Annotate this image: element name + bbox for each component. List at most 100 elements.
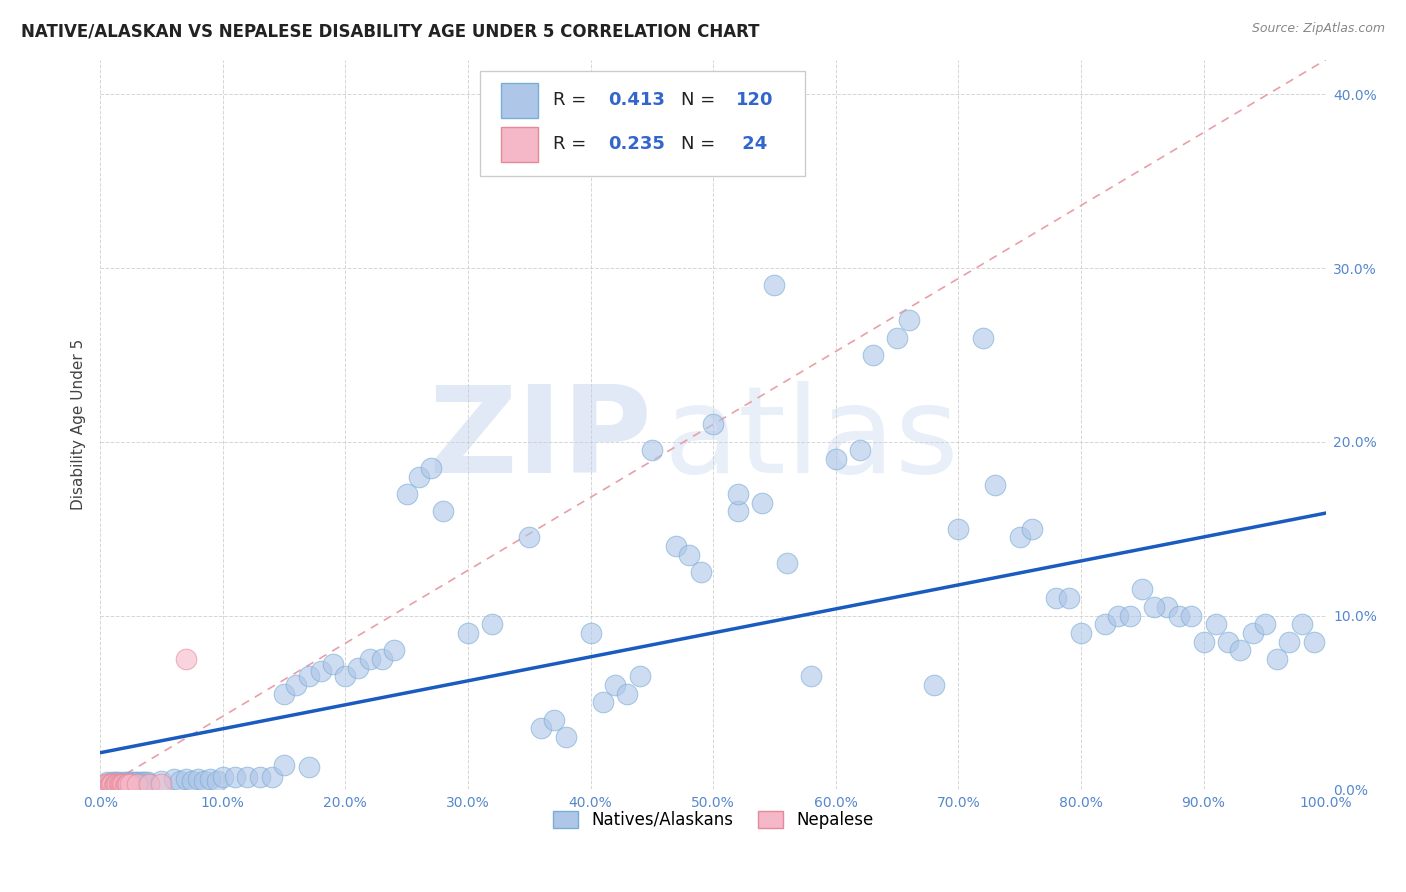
Point <box>97 779 120 793</box>
Point <box>129 775 152 789</box>
Text: 120: 120 <box>737 92 773 110</box>
Point <box>628 669 651 683</box>
Point <box>105 775 128 789</box>
Point <box>727 504 749 518</box>
Text: R =: R = <box>553 136 592 153</box>
Point <box>800 669 823 683</box>
Point <box>1291 617 1313 632</box>
Point <box>862 348 884 362</box>
Point <box>641 443 664 458</box>
Point <box>530 722 553 736</box>
Point <box>224 770 246 784</box>
Point <box>181 773 204 788</box>
Text: R =: R = <box>553 92 592 110</box>
Point <box>309 664 332 678</box>
Point <box>776 557 799 571</box>
Point <box>127 775 149 789</box>
FancyBboxPatch shape <box>501 127 538 161</box>
Point <box>1045 591 1067 606</box>
Point <box>124 777 146 791</box>
Point <box>200 772 222 786</box>
Point <box>128 777 150 791</box>
Point <box>125 777 148 791</box>
Point <box>115 777 138 791</box>
Point <box>117 777 139 791</box>
Point <box>1180 608 1202 623</box>
Point <box>97 777 120 791</box>
Point <box>174 652 197 666</box>
Point <box>103 779 125 793</box>
Point <box>108 775 131 789</box>
Point <box>105 777 128 791</box>
Point <box>1119 608 1142 623</box>
Text: N =: N = <box>682 92 721 110</box>
Point <box>260 770 283 784</box>
Point <box>886 330 908 344</box>
Point <box>972 330 994 344</box>
Point <box>1241 625 1264 640</box>
Point <box>98 779 121 793</box>
Point <box>898 313 921 327</box>
Point <box>118 777 141 791</box>
Point <box>689 565 711 579</box>
Point <box>763 278 786 293</box>
Point <box>1254 617 1277 632</box>
Point <box>395 487 418 501</box>
Point <box>1130 582 1153 597</box>
Point <box>104 775 127 789</box>
Point <box>751 495 773 509</box>
Point <box>1008 530 1031 544</box>
Point <box>98 777 121 791</box>
Point <box>1057 591 1080 606</box>
Point <box>665 539 688 553</box>
Y-axis label: Disability Age Under 5: Disability Age Under 5 <box>72 339 86 510</box>
Point <box>1107 608 1129 623</box>
Point <box>1156 599 1178 614</box>
Text: 24: 24 <box>737 136 768 153</box>
Point <box>603 678 626 692</box>
Point <box>111 779 134 793</box>
Point <box>169 773 191 788</box>
Point <box>1192 634 1215 648</box>
Point <box>922 678 945 692</box>
Point <box>135 777 157 791</box>
Point <box>138 777 160 791</box>
Point <box>117 777 139 791</box>
Point <box>382 643 405 657</box>
Text: 0.413: 0.413 <box>607 92 665 110</box>
Point <box>824 452 846 467</box>
Point <box>579 625 602 640</box>
Point <box>517 530 540 544</box>
Point <box>297 669 319 683</box>
Point <box>432 504 454 518</box>
Point <box>335 669 357 683</box>
Text: Source: ZipAtlas.com: Source: ZipAtlas.com <box>1251 22 1385 36</box>
Point <box>104 777 127 791</box>
Point <box>1302 634 1324 648</box>
Point <box>408 469 430 483</box>
Point <box>249 770 271 784</box>
Text: ZIP: ZIP <box>427 381 652 498</box>
Point <box>371 652 394 666</box>
Point <box>136 775 159 789</box>
Point <box>1205 617 1227 632</box>
Point <box>273 758 295 772</box>
Point <box>1265 652 1288 666</box>
Point <box>1216 634 1239 648</box>
Point <box>1070 625 1092 640</box>
Point <box>543 713 565 727</box>
Point <box>110 777 132 791</box>
Point <box>420 460 443 475</box>
FancyBboxPatch shape <box>501 83 538 118</box>
Point <box>105 777 128 791</box>
Point <box>193 773 215 788</box>
Point <box>122 775 145 789</box>
Point <box>849 443 872 458</box>
Point <box>150 777 173 791</box>
Point <box>108 777 131 791</box>
Point <box>592 695 614 709</box>
Point <box>1021 522 1043 536</box>
Point <box>150 773 173 788</box>
Point <box>727 487 749 501</box>
Point <box>115 777 138 791</box>
